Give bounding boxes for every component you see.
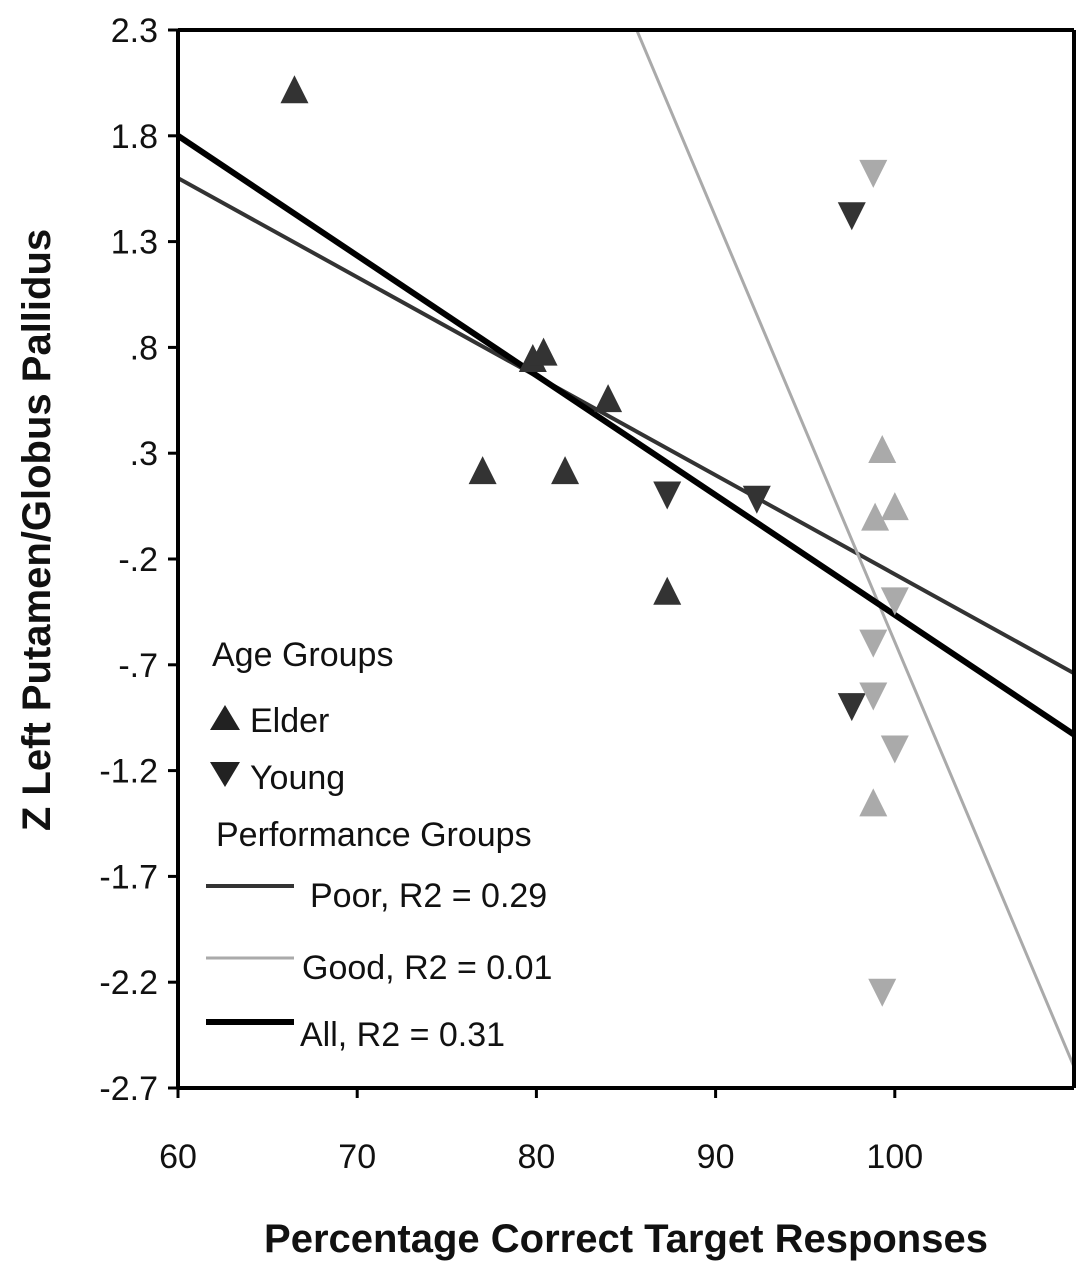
y-tick-label: -.7 bbox=[118, 647, 158, 685]
y-tick-label: -.2 bbox=[118, 541, 158, 579]
data-point-good-elder bbox=[861, 502, 890, 531]
data-point-good-young bbox=[859, 682, 888, 711]
y-tick-label: 1.3 bbox=[111, 224, 158, 262]
data-point-poor-elder bbox=[594, 384, 623, 413]
x-tick-label: 100 bbox=[866, 1138, 923, 1176]
legend-elder-marker-icon bbox=[210, 705, 240, 730]
data-point-poor-elder bbox=[280, 75, 309, 104]
legend-perf-heading: Performance Groups bbox=[216, 816, 532, 854]
legend-young-label: Young bbox=[250, 759, 345, 797]
legend-young-marker-icon bbox=[210, 762, 240, 787]
legend-poor-label: Poor, R2 = 0.29 bbox=[310, 877, 547, 915]
legend-age-heading: Age Groups bbox=[212, 636, 393, 674]
data-point-poor-young bbox=[837, 202, 866, 231]
x-tick-label: 90 bbox=[697, 1138, 735, 1176]
data-point-poor-elder bbox=[551, 456, 580, 485]
regression-line-poor bbox=[178, 176, 1074, 676]
data-point-good-young bbox=[880, 587, 909, 616]
data-points bbox=[280, 75, 909, 1007]
x-tick-label: 70 bbox=[338, 1138, 376, 1176]
regression-line-good bbox=[635, 30, 1074, 1068]
x-tick-label: 60 bbox=[159, 1138, 197, 1176]
data-point-good-young bbox=[859, 629, 888, 658]
regression-line-all bbox=[178, 133, 1074, 738]
data-point-good-elder bbox=[880, 492, 909, 521]
regression-lines bbox=[178, 30, 1074, 1068]
x-axis-title: Percentage Correct Target Responses bbox=[264, 1217, 988, 1261]
data-point-poor-elder bbox=[529, 337, 558, 366]
data-point-poor-young bbox=[742, 485, 771, 514]
y-tick-label: -2.7 bbox=[99, 1070, 158, 1108]
legend: Age Groups Elder Young Performance Group… bbox=[206, 636, 552, 1054]
y-tick-label: -1.7 bbox=[99, 858, 158, 896]
data-point-good-elder bbox=[868, 434, 897, 463]
y-tick-label: -2.2 bbox=[99, 964, 158, 1002]
y-tick-label: 1.8 bbox=[111, 118, 158, 156]
x-axis-ticks: 60 70 80 90 100 bbox=[159, 1088, 923, 1176]
data-point-good-young bbox=[859, 159, 888, 188]
y-tick-label: .8 bbox=[130, 329, 158, 367]
y-tick-label: .3 bbox=[130, 435, 158, 473]
y-tick-label: -1.2 bbox=[99, 753, 158, 791]
data-point-good-elder bbox=[859, 788, 888, 817]
data-point-poor-elder bbox=[653, 576, 682, 605]
y-axis-title: Z Left Putamen/Globus Pallidus bbox=[15, 229, 59, 831]
y-axis-ticks: 2.3 1.8 1.3 .8 .3 -.2 -.7 -1.2 -1.7 -2.2 -2.7 bbox=[99, 12, 178, 1108]
legend-all-label: All, R2 = 0.31 bbox=[300, 1016, 505, 1054]
x-tick-label: 80 bbox=[517, 1138, 555, 1176]
data-point-poor-elder bbox=[468, 456, 497, 485]
data-point-poor-young bbox=[653, 481, 682, 510]
legend-elder-label: Elder bbox=[250, 702, 329, 740]
legend-good-label: Good, R2 = 0.01 bbox=[302, 949, 552, 987]
data-point-poor-young bbox=[837, 693, 866, 722]
data-point-good-young bbox=[868, 978, 897, 1007]
y-tick-label: 2.3 bbox=[111, 12, 158, 50]
data-point-good-young bbox=[880, 735, 909, 764]
